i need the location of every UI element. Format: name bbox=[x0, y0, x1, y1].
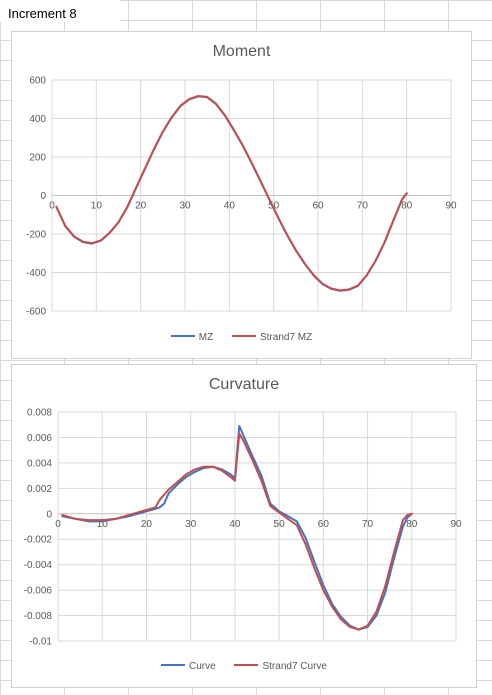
moment-plot: -600 -400 -200 0 200 400 600 0 10 20 30 40 50 60 70 80 9… bbox=[26, 76, 457, 318]
x-tick-label: 60 bbox=[312, 201, 324, 212]
legend-swatch-strand7-curve bbox=[234, 664, 259, 667]
x-tick-label: 20 bbox=[135, 201, 147, 212]
y-tick-label: -600 bbox=[26, 307, 46, 318]
y-tick-label: -0.002 bbox=[24, 535, 53, 546]
x-tick-label: 20 bbox=[141, 519, 153, 530]
series-line-strand7-curve[interactable] bbox=[61, 432, 413, 631]
y-tick-label: 200 bbox=[29, 153, 46, 164]
y-tick-label: 0.008 bbox=[27, 408, 52, 419]
legend-label-mz: MZ bbox=[198, 332, 214, 343]
x-tick-label: 80 bbox=[406, 519, 418, 530]
curvature-plot: -0.01-0.008-0.006-0.004-0.00200.0020.004… bbox=[24, 408, 462, 648]
y-tick-label: 400 bbox=[29, 114, 46, 125]
legend-item-strand7-mz: Strand7 MZ bbox=[231, 332, 313, 343]
x-tick-label: 0 bbox=[55, 519, 61, 530]
x-tick-label: 50 bbox=[268, 201, 280, 212]
y-tick-label: -400 bbox=[26, 268, 46, 279]
x-tick-label: 30 bbox=[179, 201, 191, 212]
x-tick-label: 40 bbox=[229, 519, 241, 530]
legend-swatch-curve bbox=[161, 664, 186, 667]
x-tick-label: 70 bbox=[357, 201, 369, 212]
y-tick-label: 0 bbox=[46, 509, 52, 520]
legend: Curve Strand7 Curve bbox=[12, 661, 476, 672]
x-tick-label: 50 bbox=[274, 519, 286, 530]
sheet-title: Increment 8 bbox=[0, 0, 120, 22]
x-tick-label: 30 bbox=[185, 519, 197, 530]
x-tick-label: 10 bbox=[97, 519, 109, 530]
x-tick-label: 0 bbox=[49, 201, 55, 212]
legend-item-curve: Curve bbox=[161, 661, 216, 672]
legend-swatch-strand7-mz bbox=[231, 335, 256, 338]
chart-title: Curvature bbox=[208, 376, 280, 393]
x-tick-label: 90 bbox=[445, 201, 457, 212]
x-tick-label: 70 bbox=[362, 519, 374, 530]
series-line-strand7-mz[interactable] bbox=[55, 95, 408, 292]
legend: MZ Strand7 MZ bbox=[12, 332, 471, 343]
y-tick-label: 0.004 bbox=[27, 458, 52, 469]
x-tick-label: 90 bbox=[450, 519, 462, 530]
y-tick-label: 0.006 bbox=[27, 433, 52, 444]
curvature-chart[interactable]: Curvature -0.01 -0.008 -0.006 -0.004 -0.002 0… bbox=[11, 364, 477, 688]
x-tick-label: 60 bbox=[318, 519, 330, 530]
y-tick-label: -200 bbox=[26, 230, 46, 241]
moment-chart[interactable]: Moment -600 -400 -200 0 200 400 600 0 10 20 30 40 50… bbox=[11, 31, 472, 359]
legend-item-mz: MZ bbox=[170, 332, 214, 343]
y-tick-label: -0.006 bbox=[24, 586, 53, 597]
x-tick-label: 10 bbox=[91, 201, 103, 212]
y-tick-label: 0.002 bbox=[27, 484, 52, 495]
x-tick-label: 80 bbox=[401, 201, 413, 212]
x-tick-label: 40 bbox=[224, 201, 236, 212]
legend-label-strand7-curve: Strand7 Curve bbox=[262, 661, 327, 672]
y-tick-label: -0.004 bbox=[24, 560, 53, 571]
y-tick-label: 600 bbox=[29, 76, 46, 87]
legend-label-strand7-mz: Strand7 MZ bbox=[259, 332, 313, 343]
chart-title: Moment bbox=[212, 43, 271, 60]
legend-item-strand7-curve: Strand7 Curve bbox=[234, 661, 327, 672]
legend-label-curve: Curve bbox=[189, 661, 216, 672]
legend-swatch-mz bbox=[170, 335, 195, 338]
y-tick-label: -0.008 bbox=[24, 611, 53, 622]
y-tick-label: -0.01 bbox=[29, 637, 52, 648]
y-tick-label: 0 bbox=[40, 191, 46, 202]
